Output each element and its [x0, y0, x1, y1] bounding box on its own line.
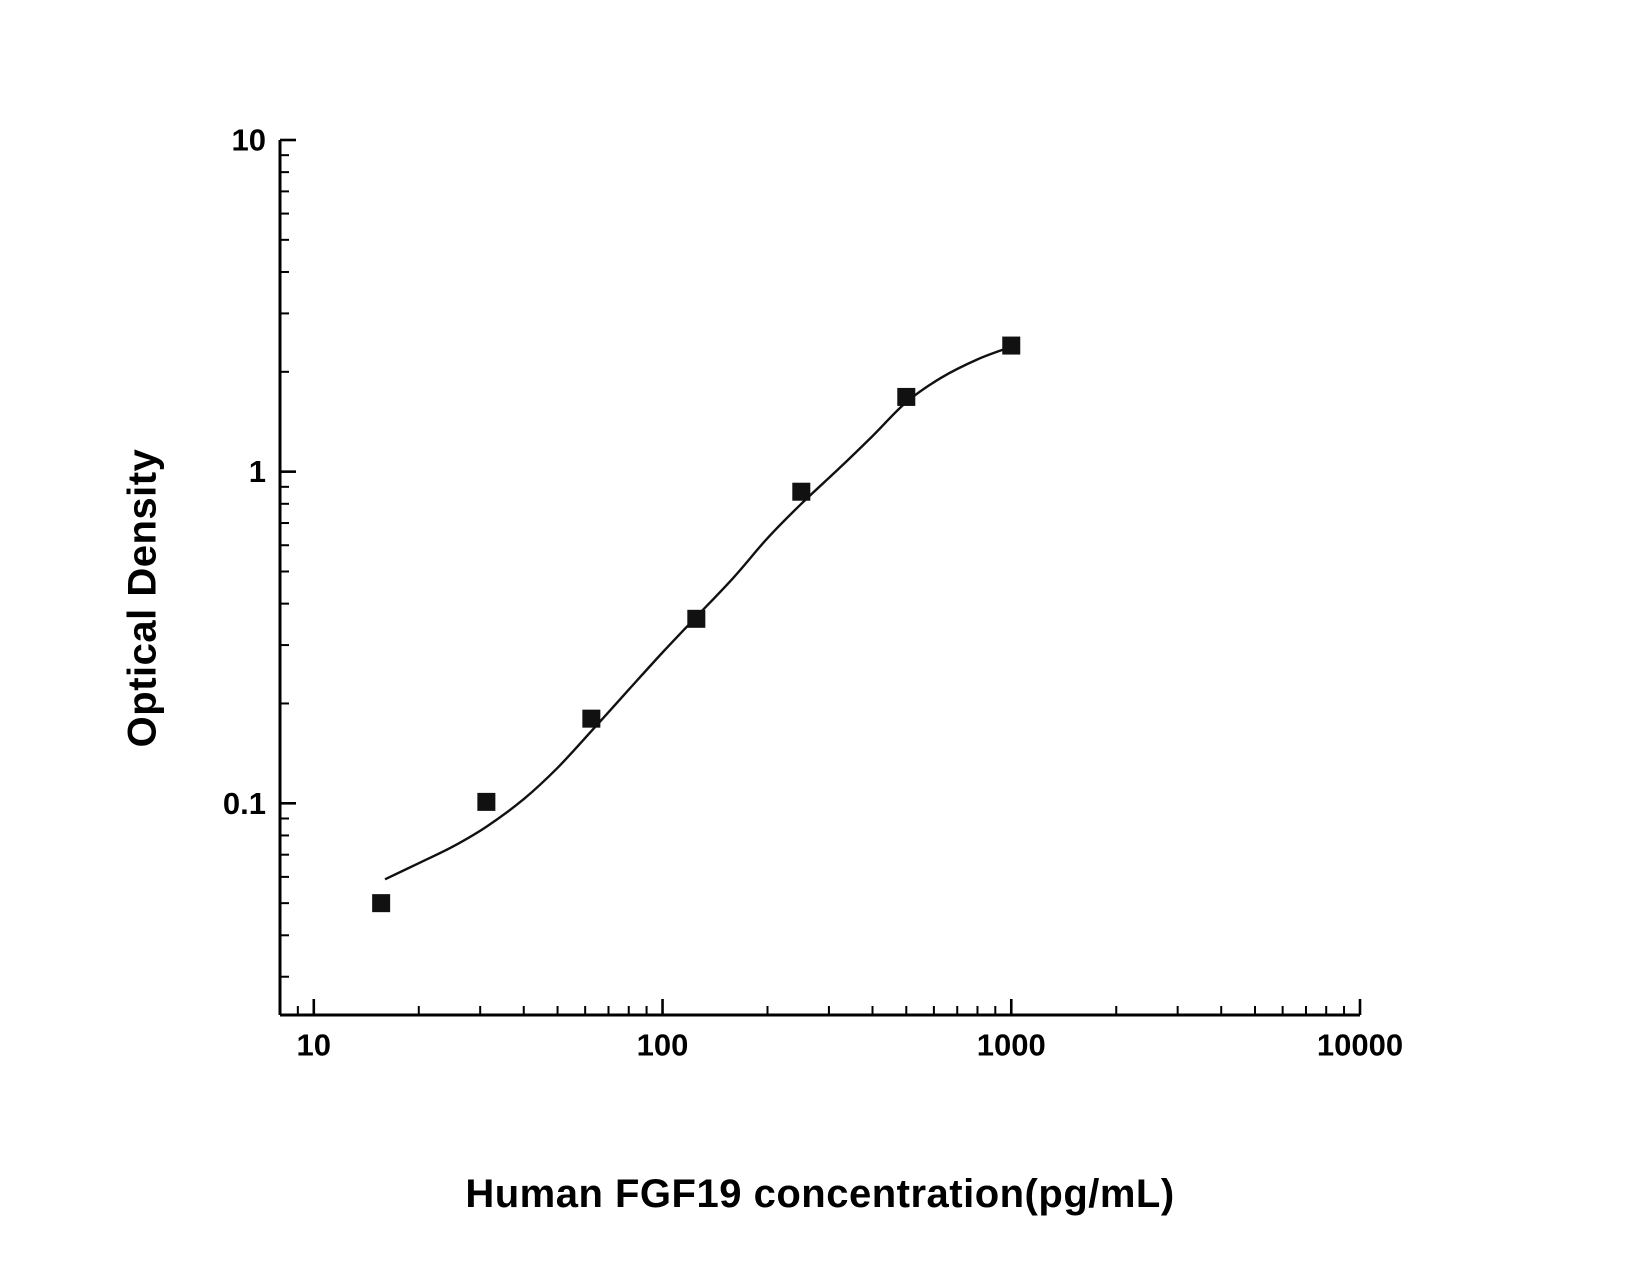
- data-point-marker: [582, 709, 601, 728]
- axes: [278, 140, 1360, 1017]
- data-points: [372, 336, 1021, 913]
- x-axis-ticks: 10 100 1000 10000: [297, 999, 1403, 1062]
- data-point-marker: [477, 792, 496, 811]
- data-point-marker: [897, 387, 916, 406]
- y-axis-title: Optical Density: [120, 448, 165, 748]
- data-point-marker: [372, 894, 391, 913]
- x-tick-label: 10000: [1317, 1027, 1403, 1062]
- data-point-marker: [792, 482, 811, 501]
- x-tick-label: 10: [297, 1027, 331, 1062]
- x-axis-title: Human FGF19 concentration(pg/mL): [465, 1172, 1175, 1216]
- data-point-marker: [1002, 336, 1021, 355]
- y-tick-label: 10: [232, 123, 266, 158]
- y-tick-label: 0.1: [223, 786, 266, 821]
- data-point-marker: [687, 609, 706, 628]
- x-tick-label: 100: [637, 1027, 689, 1062]
- y-axis-ticks: 0.1 1 10: [223, 123, 296, 978]
- x-tick-label: 1000: [977, 1027, 1046, 1062]
- y-tick-label: 1: [249, 454, 266, 489]
